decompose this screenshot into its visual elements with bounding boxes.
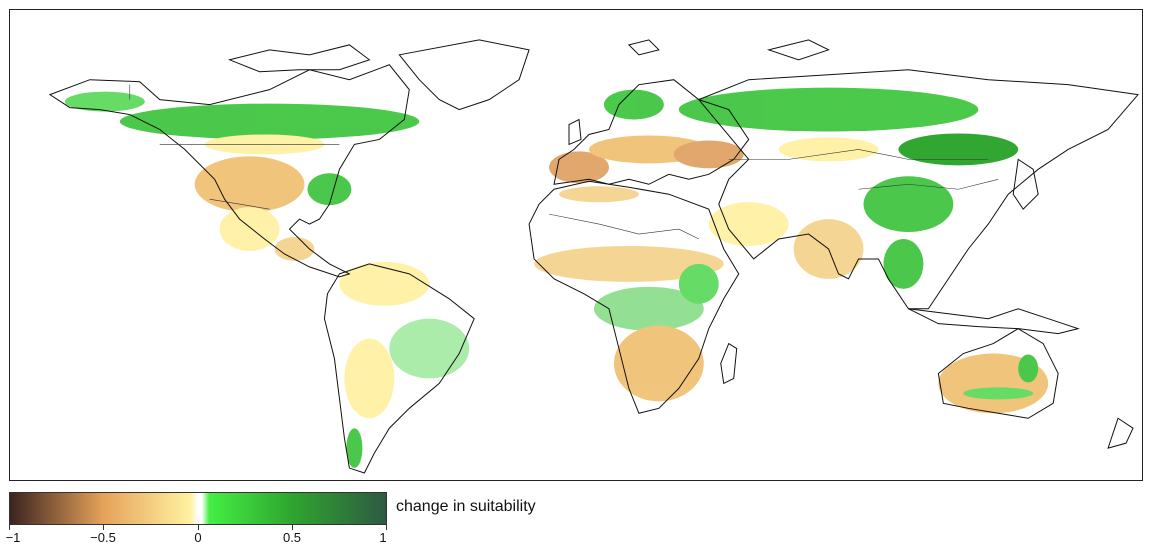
map-canvas [48, 39, 1139, 474]
greenland-outline [398, 39, 530, 111]
patagonia-region [346, 428, 363, 469]
africa-outline [528, 180, 740, 414]
alaska-gain-region [64, 91, 145, 112]
canada-gain-region [119, 103, 420, 140]
us-canada-border [129, 84, 340, 145]
us-mexico-border [209, 198, 270, 210]
southern-africa-loss-region [613, 325, 704, 402]
russia-gain-region [678, 87, 979, 132]
indonesia-outline [908, 308, 1080, 335]
uk-outline [568, 118, 582, 146]
world-map [9, 9, 1143, 481]
country-borders [129, 84, 999, 240]
colorbar-tick [198, 525, 199, 530]
sahara-border [548, 213, 699, 240]
colorbar-tick-label: 1 [379, 530, 387, 545]
new-zealand-outline [1107, 417, 1134, 449]
scandinavia-gain-region [603, 89, 664, 120]
coastlines [48, 39, 1139, 474]
china-gain-region [863, 176, 954, 233]
west-us-loss-region [194, 156, 305, 213]
iberia-loss-region [549, 151, 609, 184]
north-south-america-loss-region [339, 261, 430, 306]
colorbar-tick [386, 525, 387, 530]
australia-gain-region [963, 387, 1034, 400]
colorbar-tick-label: 0 [194, 530, 202, 545]
mexico-loss-region [219, 207, 280, 251]
europe-outline [553, 79, 750, 185]
argentina-loss-region [344, 338, 395, 419]
arctic-islands-outline [227, 44, 371, 73]
colorbar-tick [292, 525, 293, 530]
colorbar-legend: −1 −0.5 0 0.5 1 [5, 492, 389, 552]
legend-title: change in suitability [396, 498, 536, 515]
siberia-gain-region [898, 133, 1019, 166]
madagascar-outline [720, 342, 738, 385]
japan-outline [1012, 158, 1039, 210]
australia-outline [937, 328, 1059, 419]
colorbar-tick-label: −1 [5, 530, 21, 545]
brazil-gain-region [389, 318, 470, 379]
colorbar-tick [103, 525, 104, 530]
asia-outline [697, 69, 1139, 310]
north-africa-coast-region [559, 186, 639, 203]
novaya-zemlya-outline [766, 39, 830, 61]
colorbar-tick-label: 0.5 [282, 530, 302, 545]
east-africa-region [678, 263, 719, 304]
central-africa-gain-region [593, 286, 704, 331]
east-us-gain-region [307, 173, 352, 206]
china-border [858, 178, 999, 190]
se-asia-gain-region [883, 239, 924, 289]
middle-east-loss-region [708, 202, 789, 246]
sahel-loss-region [534, 245, 724, 282]
south-america-outline [323, 263, 475, 474]
central-america-loss-region [274, 237, 315, 261]
russia-border [728, 149, 989, 160]
colorbar-tick [9, 525, 10, 530]
ukraine-loss-region [673, 140, 744, 169]
north-america-outline [48, 64, 410, 278]
colorbar [9, 492, 387, 525]
kazakhstan-loss-region [778, 137, 879, 162]
east-australia-gain-region [1018, 354, 1039, 383]
colorbar-tick-label: −0.5 [90, 530, 116, 545]
svalbard-outline [627, 39, 660, 56]
